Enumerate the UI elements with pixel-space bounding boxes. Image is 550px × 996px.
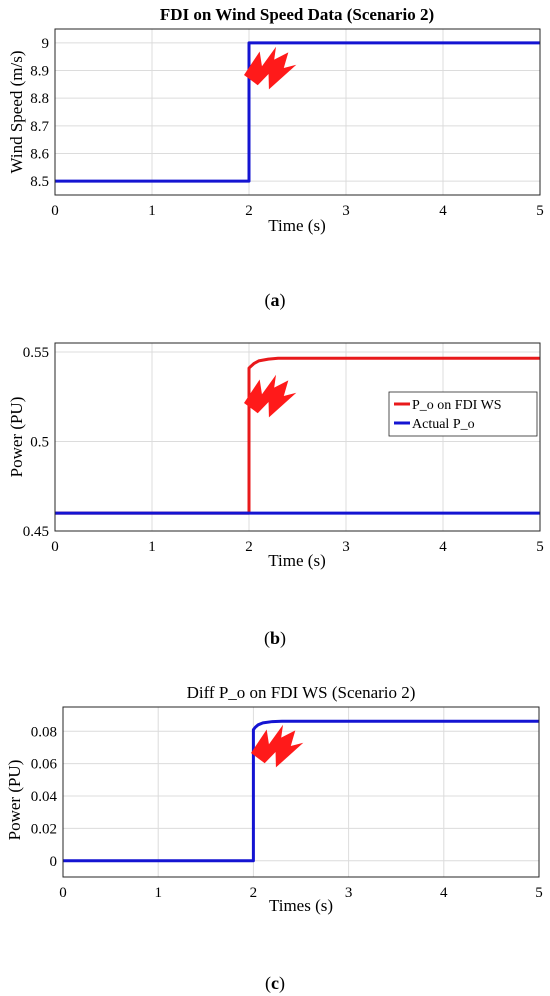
panel-a-x-tick-label: 1 xyxy=(148,203,156,219)
panel-a-x-axis-label: Time (s) xyxy=(268,216,325,235)
panel-c-x-tick-label: 4 xyxy=(440,885,448,901)
panel-c-frame xyxy=(62,706,540,878)
panel-c-caption: (c) xyxy=(265,973,285,994)
panel-a-x-tick-label: 2 xyxy=(245,203,253,219)
panel-a-frame xyxy=(54,28,541,196)
panel-b-x-axis-label: Time (s) xyxy=(268,551,325,570)
panel-a-y-tick-label: 8.8 xyxy=(30,91,49,107)
panel-c-x-tick-label: 0 xyxy=(59,885,67,901)
panel-a-series-line-0 xyxy=(55,41,540,183)
panel-c-y-tick-label: 0.04 xyxy=(31,789,58,805)
lightning-bolt-icon xyxy=(244,46,297,90)
panel-b-x-ticks: 0 1 2 3 4 5 xyxy=(51,539,544,555)
panel-c-series xyxy=(63,719,539,863)
panel-a-plot-area xyxy=(54,28,541,196)
panel-b-legend: P_o on FDI WS Actual P_o xyxy=(388,391,538,437)
legend-box xyxy=(388,391,538,437)
panel-a-y-tick-label: 9 xyxy=(42,36,50,52)
panel-a-x-ticks: 0 1 2 3 4 5 xyxy=(51,203,544,219)
panel-a-y-tick-label: 8.9 xyxy=(30,64,49,80)
panel-b-x-tick-label: 2 xyxy=(245,539,253,555)
panel-b-y-axis-label: Power (PU) xyxy=(7,397,26,478)
lightning-bolt-icon xyxy=(251,724,304,768)
panel-b-x-tick-label: 4 xyxy=(439,539,447,555)
panel-b-y-tick-label: 0.45 xyxy=(23,524,49,540)
panel-c-x-tick-label: 5 xyxy=(535,885,543,901)
panel-a-x-tick-label: 5 xyxy=(536,203,544,219)
panel-c-y-tick-label: 0.08 xyxy=(31,724,57,740)
panel-b-x-tick-label: 5 xyxy=(536,539,544,555)
panel-a-x-tick-label: 4 xyxy=(439,203,447,219)
panel-b-series xyxy=(55,356,540,515)
panel-a-y-tick-label: 8.5 xyxy=(30,174,49,190)
panel-b-y-ticks: 0.45 0.5 0.55 xyxy=(23,345,49,540)
panel-c-x-ticks: 0 1 2 3 4 5 xyxy=(59,885,543,901)
panel-b-x-tick-label: 3 xyxy=(342,539,350,555)
legend-entry-blue: Actual P_o xyxy=(412,417,475,432)
panel-a-y-ticks: 8.5 8.6 8.7 8.8 8.9 9 xyxy=(30,36,49,190)
panel-c-series-line-0 xyxy=(63,719,539,863)
panel-c-x-tick-label: 1 xyxy=(154,885,162,901)
panel-c-y-ticks: 0 0.02 0.04 0.06 0.08 xyxy=(31,724,58,870)
panel-a-x-tick-label: 3 xyxy=(342,203,350,219)
panel-c-x-axis-label: Times (s) xyxy=(269,896,333,915)
panel-c-y-tick-label: 0.06 xyxy=(31,757,58,773)
panel-c: Diff P_o on FDI WS (Scenario 2) 0 1 2 3 … xyxy=(5,683,543,994)
panel-b-y-tick-label: 0.55 xyxy=(23,345,49,361)
panel-c-y-tick-label: 0 xyxy=(50,854,58,870)
panel-c-y-tick-label: 0.02 xyxy=(31,821,57,837)
panel-a-series xyxy=(55,41,540,183)
panel-a-caption: (a) xyxy=(265,290,286,311)
panel-c-title: Diff P_o on FDI WS (Scenario 2) xyxy=(187,683,416,702)
legend-entry-red: P_o on FDI WS xyxy=(412,398,502,413)
panel-b-y-tick-label: 0.5 xyxy=(30,434,49,450)
panel-a-y-axis-label: Wind Speed (m/s) xyxy=(7,50,26,173)
panel-a-y-tick-label: 8.6 xyxy=(30,147,49,163)
panel-b-series-line-0 xyxy=(55,356,540,515)
panel-b-frame xyxy=(54,342,541,532)
panel-b: 0 1 2 3 4 5 0.45 0.5 0.55 Time (s) Power… xyxy=(7,342,544,649)
panel-a-y-tick-label: 8.7 xyxy=(30,119,49,135)
panel-c-x-tick-label: 3 xyxy=(345,885,353,901)
panel-b-caption: (b) xyxy=(264,628,286,649)
panel-a: FDI on Wind Speed Data (Scenario 2) 0 1 … xyxy=(7,5,544,311)
panel-c-plot-area xyxy=(62,706,540,878)
panel-c-y-axis-label: Power (PU) xyxy=(5,760,24,841)
panel-a-x-tick-label: 0 xyxy=(51,203,59,219)
panel-b-x-tick-label: 1 xyxy=(148,539,156,555)
panel-b-x-tick-label: 0 xyxy=(51,539,59,555)
panel-a-title: FDI on Wind Speed Data (Scenario 2) xyxy=(160,5,434,24)
lightning-bolt-icon xyxy=(244,374,297,418)
panel-c-x-tick-label: 2 xyxy=(250,885,258,901)
panel-b-plot-area xyxy=(54,342,541,532)
